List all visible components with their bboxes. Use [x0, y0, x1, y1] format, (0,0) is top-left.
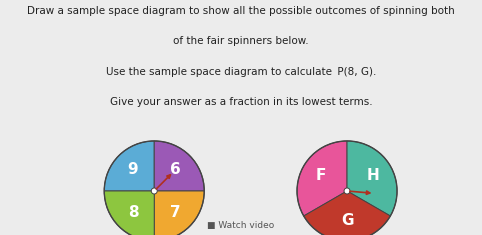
Circle shape — [344, 188, 350, 194]
Text: 7: 7 — [170, 205, 181, 220]
Text: H: H — [367, 168, 379, 184]
Wedge shape — [104, 191, 154, 235]
Text: Give your answer as a fraction in its lowest terms.: Give your answer as a fraction in its lo… — [110, 97, 372, 107]
Wedge shape — [297, 141, 347, 216]
Text: Draw a sample space diagram to show all the possible outcomes of spinning both: Draw a sample space diagram to show all … — [27, 6, 455, 16]
Text: 8: 8 — [128, 205, 138, 220]
Text: Use the sample space diagram to calculate  P(8, G).: Use the sample space diagram to calculat… — [106, 67, 376, 77]
Text: ■ Watch video: ■ Watch video — [207, 221, 275, 230]
Text: 6: 6 — [170, 162, 181, 177]
Text: of the fair spinners below.: of the fair spinners below. — [173, 36, 309, 46]
Wedge shape — [154, 191, 204, 235]
Wedge shape — [154, 141, 204, 191]
Text: F: F — [316, 168, 326, 184]
Circle shape — [151, 188, 157, 194]
Wedge shape — [304, 191, 390, 235]
Wedge shape — [104, 141, 154, 191]
Text: G: G — [341, 213, 353, 228]
Text: 9: 9 — [128, 162, 138, 177]
Wedge shape — [347, 141, 397, 216]
